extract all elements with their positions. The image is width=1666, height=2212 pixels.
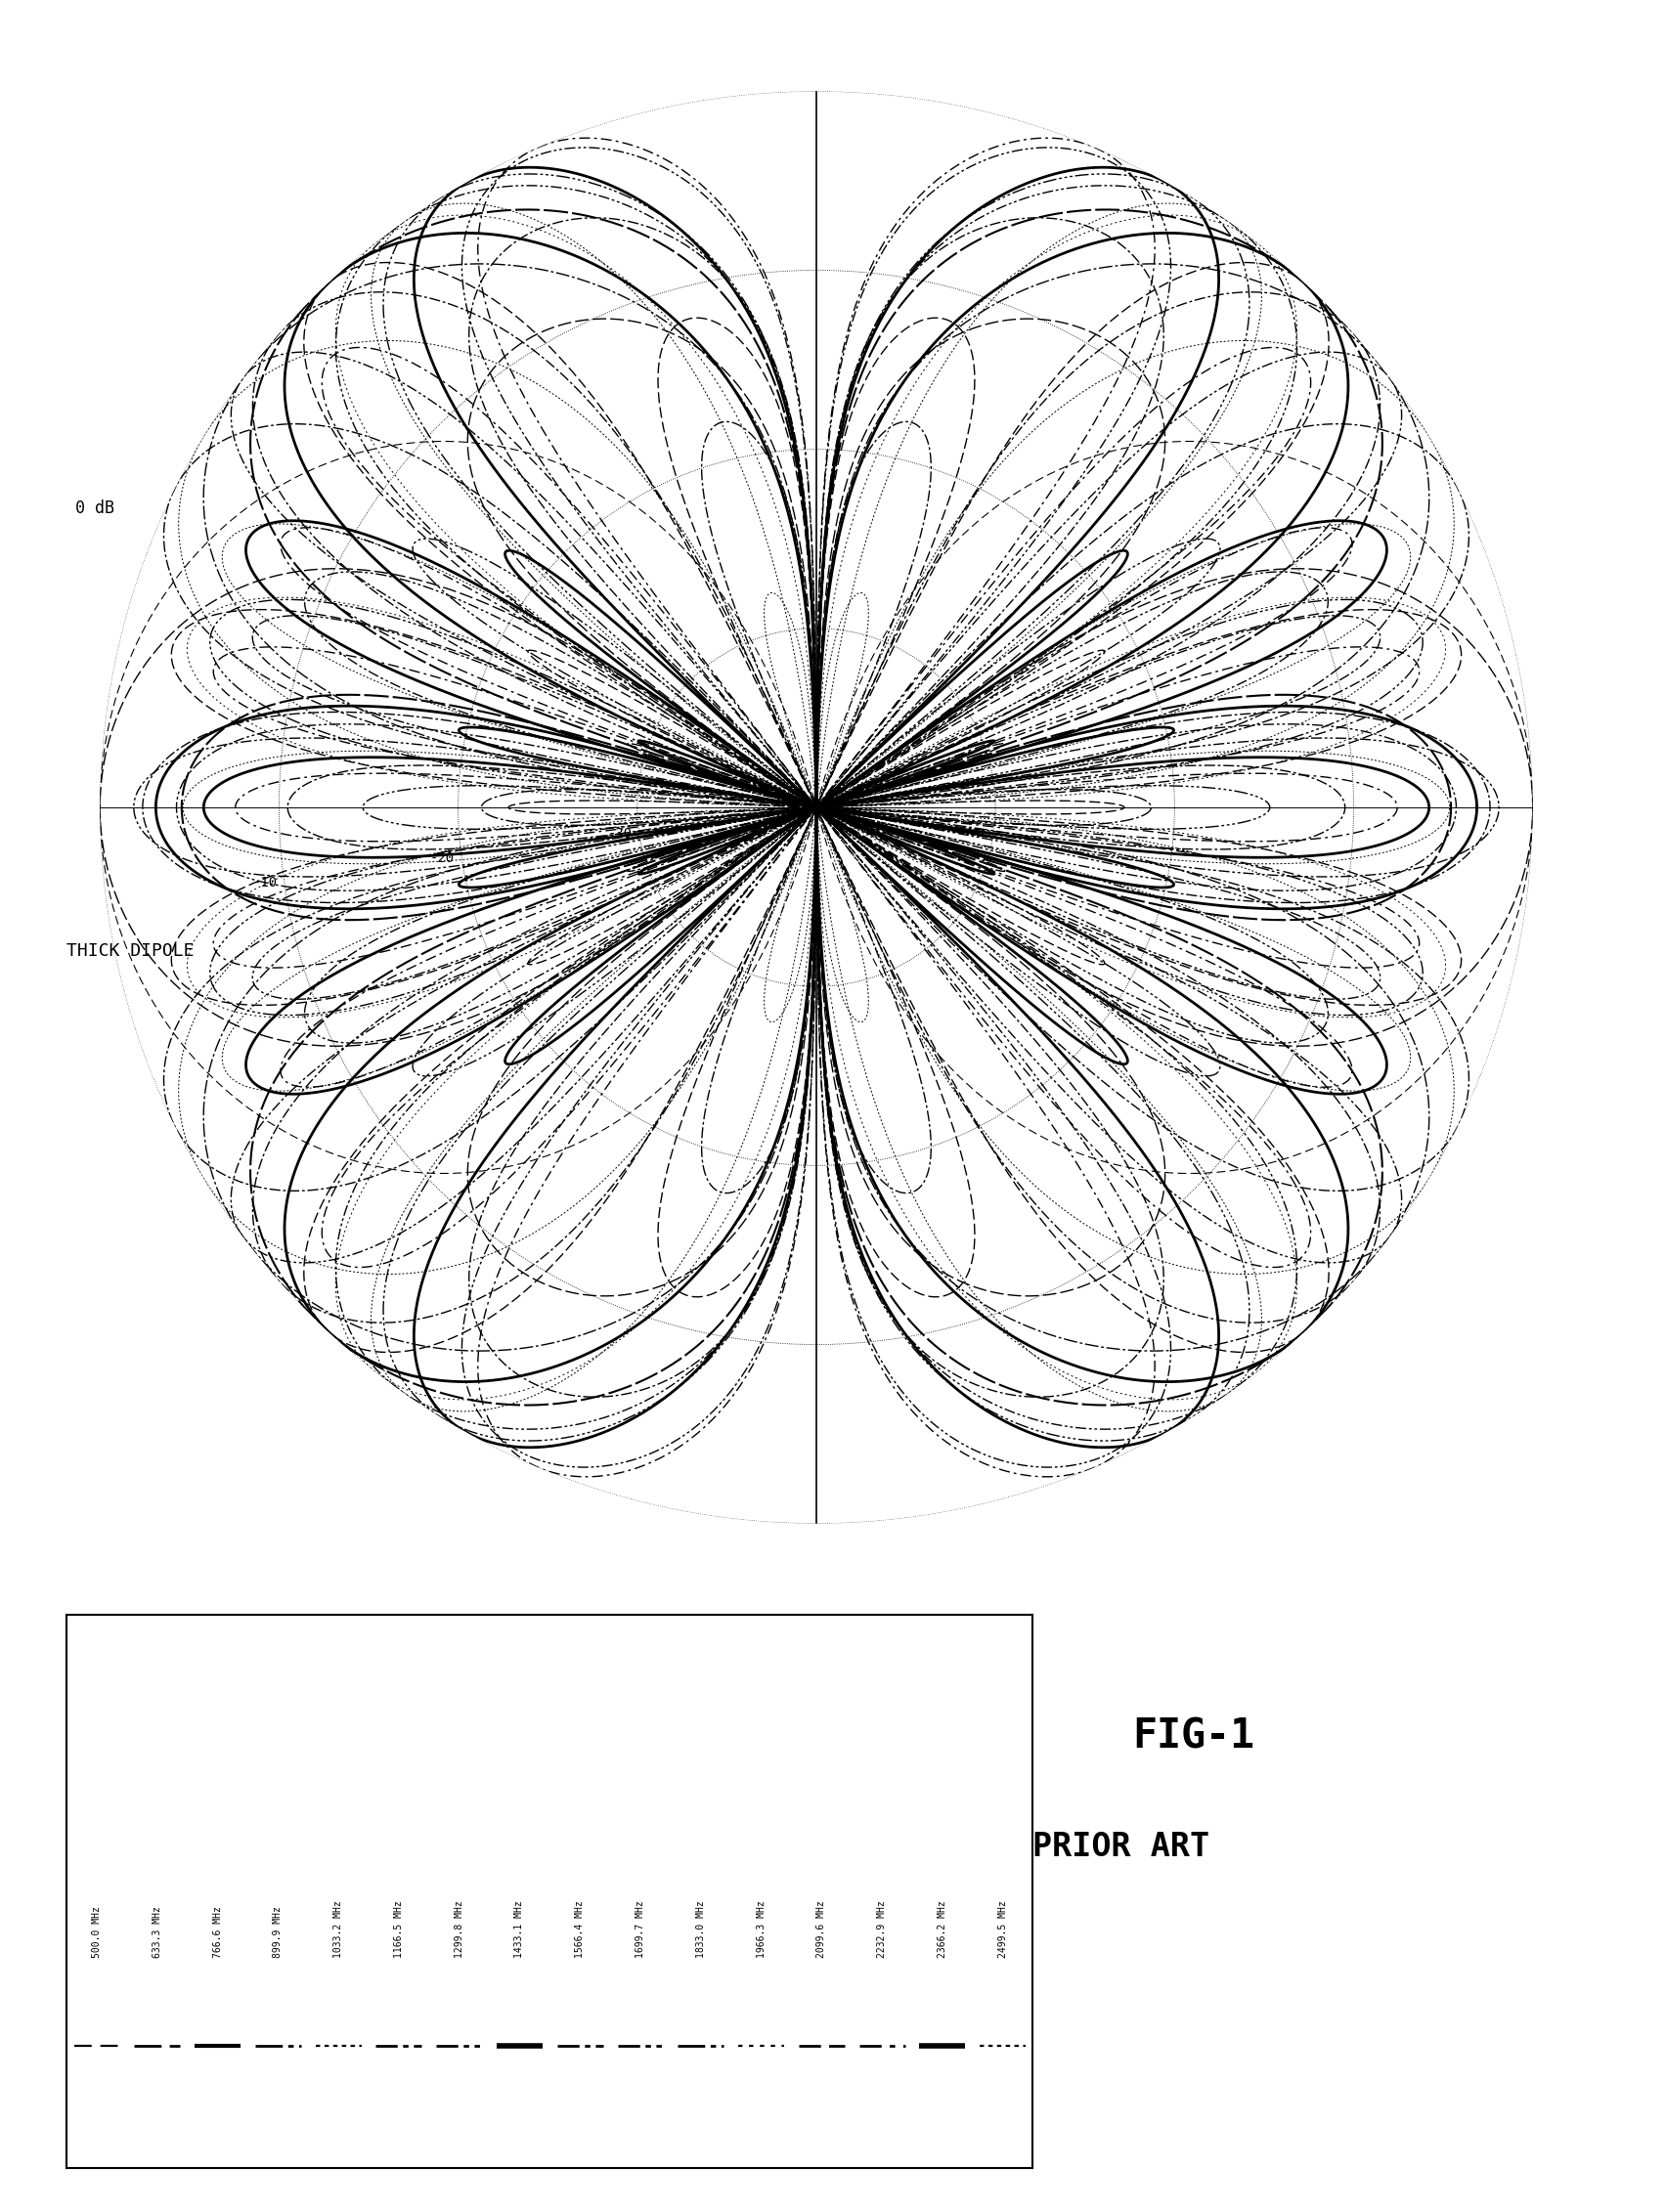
Text: 1966.3 MHz: 1966.3 MHz — [756, 1900, 766, 1958]
Text: 500.0 MHz: 500.0 MHz — [92, 1907, 102, 1958]
Text: 2366.2 MHz: 2366.2 MHz — [938, 1900, 948, 1958]
Text: 0 dB: 0 dB — [75, 500, 113, 518]
Text: 766.6 MHz: 766.6 MHz — [213, 1907, 223, 1958]
Text: 1166.5 MHz: 1166.5 MHz — [393, 1900, 403, 1958]
Text: 2232.9 MHz: 2232.9 MHz — [876, 1900, 886, 1958]
Text: 2499.5 MHz: 2499.5 MHz — [998, 1900, 1008, 1958]
Text: -10: -10 — [253, 876, 277, 889]
Text: 899.9 MHz: 899.9 MHz — [273, 1907, 283, 1958]
Text: 1033.2 MHz: 1033.2 MHz — [333, 1900, 343, 1958]
Text: 2099.6 MHz: 2099.6 MHz — [816, 1900, 826, 1958]
Text: -20: -20 — [430, 852, 455, 865]
Text: 1833.0 MHz: 1833.0 MHz — [696, 1900, 706, 1958]
Text: 1299.8 MHz: 1299.8 MHz — [455, 1900, 465, 1958]
Text: 633.3 MHz: 633.3 MHz — [152, 1907, 162, 1958]
Text: 1699.7 MHz: 1699.7 MHz — [635, 1900, 645, 1958]
Text: 1566.4 MHz: 1566.4 MHz — [575, 1900, 585, 1958]
Text: -30: -30 — [608, 827, 631, 841]
Text: 1433.1 MHz: 1433.1 MHz — [515, 1900, 525, 1958]
Text: PRIOR ART: PRIOR ART — [1033, 1832, 1210, 1863]
Text: THICK DIPOLE: THICK DIPOLE — [67, 942, 195, 960]
Text: FIG-1: FIG-1 — [1133, 1717, 1254, 1756]
